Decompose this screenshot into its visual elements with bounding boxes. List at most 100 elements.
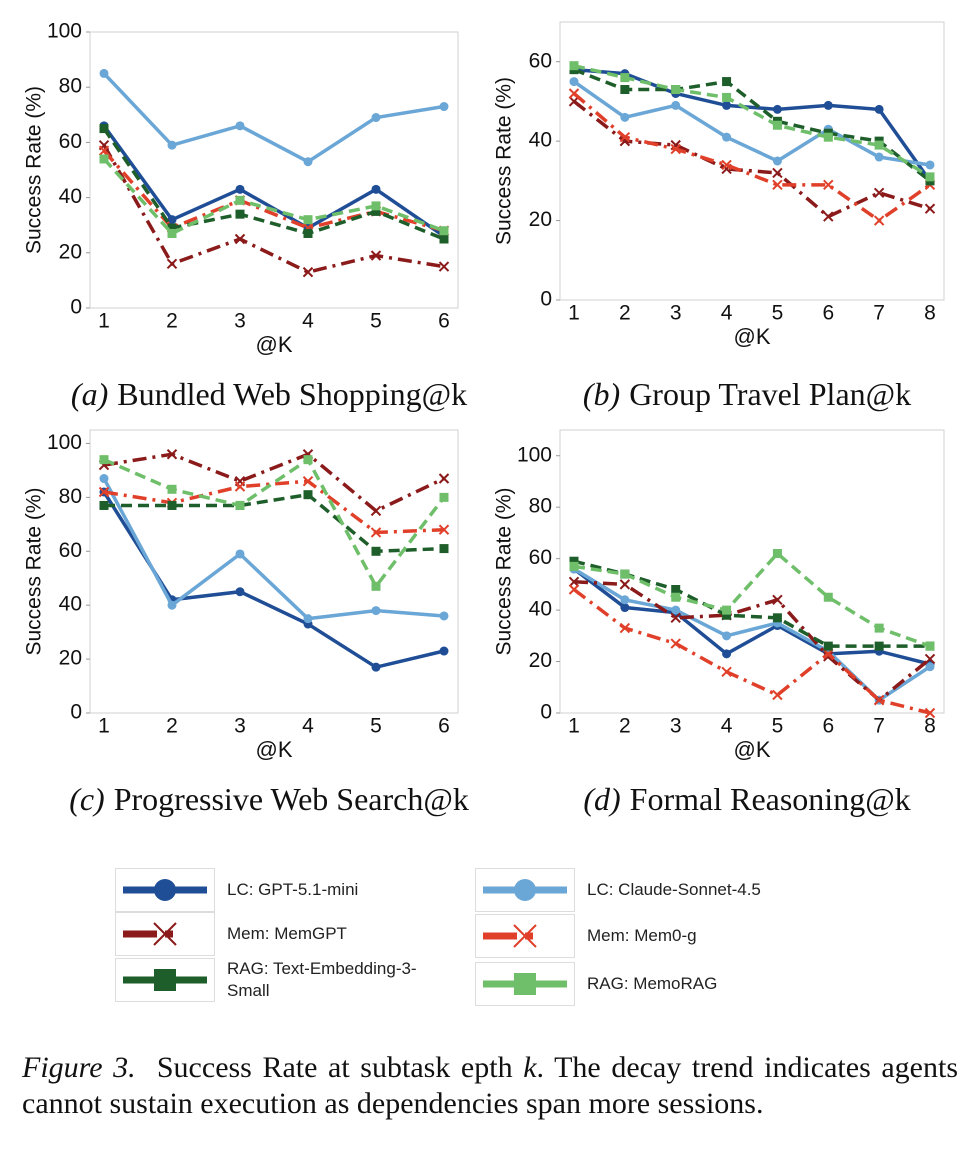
- point-stroke: [721, 159, 732, 171]
- point: [167, 215, 177, 225]
- point-stroke: [823, 211, 834, 222]
- point: [874, 140, 884, 150]
- point: [167, 140, 177, 150]
- point: [823, 100, 833, 110]
- point-stroke: [873, 694, 885, 706]
- point-stroke: [370, 505, 382, 517]
- point-stroke: [772, 594, 783, 606]
- x-tick-label: 2: [166, 715, 178, 738]
- point: [438, 261, 450, 272]
- point: [874, 623, 884, 633]
- x-tick-label: 7: [873, 715, 885, 738]
- point: [439, 102, 449, 112]
- plot-frame: [89, 429, 459, 714]
- point: [235, 184, 245, 194]
- series-line: [572, 567, 931, 666]
- point: [371, 581, 381, 591]
- point-stroke: [873, 187, 885, 198]
- point: [303, 157, 313, 167]
- point: [772, 548, 782, 558]
- y-tick-label: 100: [47, 431, 82, 454]
- x-tick-label: 3: [234, 715, 246, 738]
- point: [823, 592, 833, 602]
- point: [439, 611, 449, 621]
- point-stroke: [98, 486, 110, 498]
- point: [303, 614, 313, 624]
- point: [439, 646, 449, 656]
- point: [234, 481, 246, 492]
- point: [99, 500, 109, 510]
- point-stroke: [370, 527, 382, 538]
- legend-entry: Mem: Mem0-g: [475, 914, 792, 958]
- y-tick-label: 20: [59, 647, 82, 670]
- x-tick-label: 2: [619, 302, 631, 325]
- point: [772, 689, 783, 701]
- series-line: [572, 80, 931, 167]
- point: [823, 211, 834, 222]
- point: [235, 500, 245, 510]
- point: [671, 100, 681, 110]
- point-stroke: [568, 88, 580, 99]
- point: [438, 524, 450, 535]
- point: [167, 228, 177, 238]
- point-stroke: [924, 203, 936, 214]
- point-stroke: [924, 653, 936, 665]
- point: [514, 879, 536, 901]
- point-stroke: [166, 258, 178, 270]
- point-stroke: [568, 584, 580, 595]
- point: [671, 585, 681, 595]
- point-stroke: [619, 131, 631, 143]
- point: [235, 121, 245, 131]
- point: [371, 201, 381, 211]
- point-stroke: [302, 476, 314, 487]
- point: [671, 85, 681, 95]
- y-tick-label: 20: [529, 649, 552, 672]
- caption-text: Success Rate at subtask epth: [156, 1051, 513, 1084]
- y-tick-label: 80: [59, 485, 82, 508]
- point: [303, 455, 313, 465]
- legend-label: LC: Claude-Sonnet-4.5: [587, 880, 761, 899]
- point: [722, 77, 732, 87]
- x-tick-label: 4: [302, 715, 314, 738]
- point: [619, 579, 631, 590]
- point: [873, 694, 885, 706]
- point-stroke: [166, 449, 178, 460]
- point: [235, 549, 245, 559]
- series-line: [102, 477, 445, 621]
- point: [924, 707, 936, 719]
- series-line: [102, 72, 445, 164]
- series-line: [573, 580, 932, 703]
- x-tick-label: 3: [234, 310, 246, 333]
- point: [153, 922, 177, 946]
- x-tick-label: 8: [924, 302, 936, 325]
- point: [569, 61, 579, 71]
- point: [620, 569, 630, 579]
- point: [303, 228, 313, 238]
- point: [569, 77, 579, 87]
- point: [722, 100, 732, 110]
- point: [722, 610, 732, 620]
- legend-entry: Mem: MemGPT: [115, 912, 432, 956]
- point: [671, 605, 681, 615]
- series-line: [573, 567, 931, 703]
- subplot-caption-text: Formal Reasoning@k: [630, 781, 911, 817]
- point: [302, 266, 314, 278]
- legend-swatch: [115, 912, 215, 956]
- point: [620, 73, 630, 83]
- point: [823, 641, 833, 651]
- x-axis-label: @K: [733, 324, 770, 349]
- point-stroke: [438, 261, 450, 272]
- chart: 0 20 40 60 80 100 1 2 3 4 5 6 @K Success Rate (%) (c) P…: [23, 429, 469, 817]
- x-tick-label: 2: [619, 715, 631, 738]
- point-stroke: [153, 922, 177, 946]
- caption-text: . The decay trend indicates agents canno…: [22, 1051, 959, 1120]
- plot-frame: [559, 429, 945, 714]
- point: [439, 492, 449, 502]
- point: [302, 476, 314, 487]
- legend-label: RAG: MemoRAG: [587, 974, 718, 993]
- chart: 0 20 40 60 80 100 1 2 3 4 5 6 7 8 @K Success Rate (%) (d…: [493, 429, 945, 817]
- point: [370, 527, 382, 538]
- x-tick-label: 6: [822, 715, 834, 738]
- point-stroke: [234, 233, 246, 245]
